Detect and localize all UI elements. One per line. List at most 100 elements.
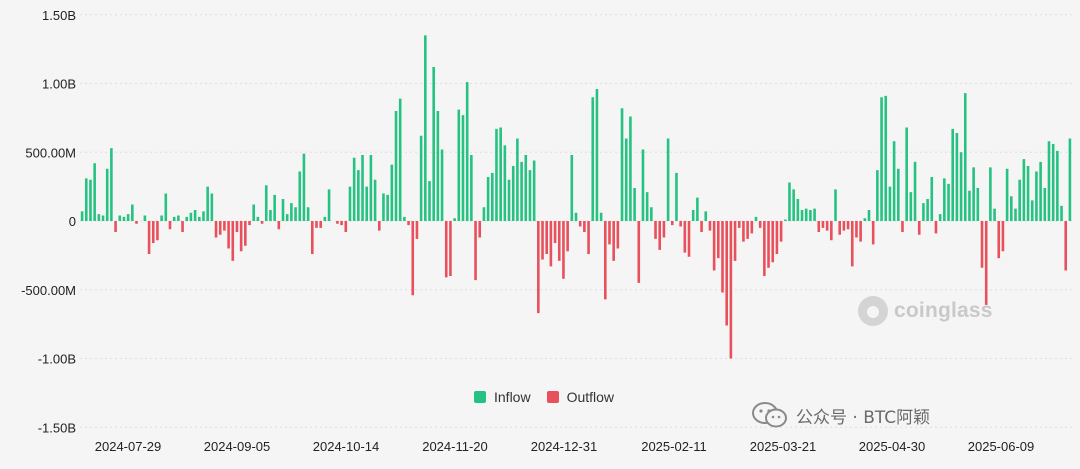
inflow-bar[interactable] [520, 161, 523, 222]
outflow-bar[interactable] [1001, 221, 1005, 252]
outflow-bar[interactable] [729, 221, 733, 359]
inflow-bar[interactable] [436, 111, 440, 221]
inflow-bar[interactable] [177, 215, 180, 222]
outflow-bar[interactable] [997, 221, 1001, 259]
inflow-bar[interactable] [938, 214, 942, 222]
outflow-bar[interactable] [775, 221, 779, 254]
outflow-bar[interactable] [315, 221, 318, 228]
inflow-bar[interactable] [352, 157, 356, 221]
inflow-bar[interactable] [633, 188, 636, 221]
outflow-bar[interactable] [654, 221, 657, 239]
inflow-bar[interactable] [574, 212, 578, 221]
inflow-bar[interactable] [495, 128, 498, 222]
outflow-bar[interactable] [984, 221, 988, 305]
inflow-bar[interactable] [888, 186, 892, 222]
outflow-bar[interactable] [223, 221, 226, 231]
inflow-bar[interactable] [390, 164, 394, 222]
inflow-bar[interactable] [323, 216, 327, 222]
inflow-bar[interactable] [164, 193, 168, 222]
inflow-bar[interactable] [516, 138, 519, 222]
inflow-bar[interactable] [809, 210, 812, 221]
outflow-bar[interactable] [842, 221, 846, 231]
inflow-bar[interactable] [118, 215, 122, 222]
inflow-bar[interactable] [792, 189, 795, 222]
inflow-bar[interactable] [993, 208, 996, 222]
outflow-bar[interactable] [474, 221, 477, 281]
inflow-bar[interactable] [348, 186, 352, 222]
inflow-bar[interactable] [909, 192, 913, 222]
inflow-bar[interactable] [122, 216, 126, 222]
outflow-bar[interactable] [821, 221, 825, 228]
inflow-bar[interactable] [93, 163, 96, 221]
inflow-bar[interactable] [440, 149, 444, 222]
inflow-bar[interactable] [457, 109, 461, 221]
outflow-bar[interactable] [712, 221, 716, 271]
outflow-bar[interactable] [231, 221, 235, 261]
outflow-bar[interactable] [557, 221, 561, 261]
inflow-bar[interactable] [453, 218, 456, 221]
inflow-bar[interactable] [796, 199, 800, 221]
outflow-bar[interactable] [637, 221, 641, 283]
outflow-bar[interactable] [277, 221, 281, 230]
inflow-bar[interactable] [968, 190, 971, 221]
inflow-bar[interactable] [1018, 179, 1021, 221]
inflow-bar[interactable] [959, 152, 963, 221]
outflow-bar[interactable] [444, 221, 448, 278]
outflow-bar[interactable] [700, 221, 703, 232]
inflow-bar[interactable] [804, 208, 808, 222]
inflow-bar[interactable] [1035, 171, 1038, 222]
outflow-bar[interactable] [135, 221, 138, 224]
inflow-bar[interactable] [955, 133, 959, 221]
inflow-bar[interactable] [591, 97, 595, 221]
inflow-bar[interactable] [989, 167, 992, 222]
inflow-bar[interactable] [306, 207, 310, 221]
inflow-bar[interactable] [131, 204, 134, 222]
inflow-bar[interactable] [105, 168, 109, 221]
inflow-bar[interactable] [80, 211, 84, 222]
inflow-bar[interactable] [302, 153, 306, 222]
inflow-bar[interactable] [126, 214, 130, 222]
inflow-bar[interactable] [1056, 150, 1059, 222]
inflow-bar[interactable] [624, 138, 628, 222]
inflow-bar[interactable] [189, 212, 193, 221]
inflow-bar[interactable] [675, 172, 678, 222]
outflow-bar[interactable] [578, 221, 582, 227]
outflow-bar[interactable] [708, 221, 712, 231]
outflow-bar[interactable] [168, 221, 172, 230]
inflow-bar[interactable] [281, 199, 285, 221]
outflow-bar[interactable] [683, 221, 687, 253]
inflow-bar[interactable] [294, 207, 297, 221]
inflow-bar[interactable] [1039, 161, 1042, 222]
outflow-bar[interactable] [415, 221, 419, 239]
inflow-bar[interactable] [432, 67, 435, 221]
outflow-bar[interactable] [478, 221, 482, 238]
inflow-bar[interactable] [84, 178, 88, 222]
inflow-bar[interactable] [913, 161, 917, 222]
outflow-bar[interactable] [553, 221, 557, 243]
inflow-bar[interactable] [1022, 159, 1026, 222]
inflow-bar[interactable] [101, 215, 105, 222]
inflow-bar[interactable] [834, 189, 837, 222]
inflow-bar[interactable] [813, 208, 816, 222]
outflow-bar[interactable] [750, 221, 754, 234]
inflow-bar[interactable] [482, 207, 486, 221]
inflow-bar[interactable] [892, 141, 896, 221]
inflow-bar[interactable] [185, 216, 189, 222]
outflow-bar[interactable] [407, 221, 410, 226]
inflow-bar[interactable] [490, 172, 494, 222]
inflow-bar[interactable] [704, 211, 708, 222]
inflow-bar[interactable] [1030, 200, 1034, 222]
outflow-bar[interactable] [616, 221, 620, 249]
inflow-bar[interactable] [160, 215, 163, 222]
outflow-bar[interactable] [771, 221, 775, 263]
outflow-bar[interactable] [742, 221, 745, 242]
inflow-bar[interactable] [503, 145, 507, 222]
inflow-bar[interactable] [1043, 188, 1047, 221]
outflow-bar[interactable] [846, 221, 850, 230]
outflow-bar[interactable] [541, 221, 544, 260]
inflow-bar[interactable] [298, 171, 302, 222]
inflow-bar[interactable] [252, 204, 256, 222]
outflow-bar[interactable] [537, 221, 540, 314]
outflow-bar[interactable] [147, 221, 151, 254]
inflow-bar[interactable] [256, 216, 260, 222]
